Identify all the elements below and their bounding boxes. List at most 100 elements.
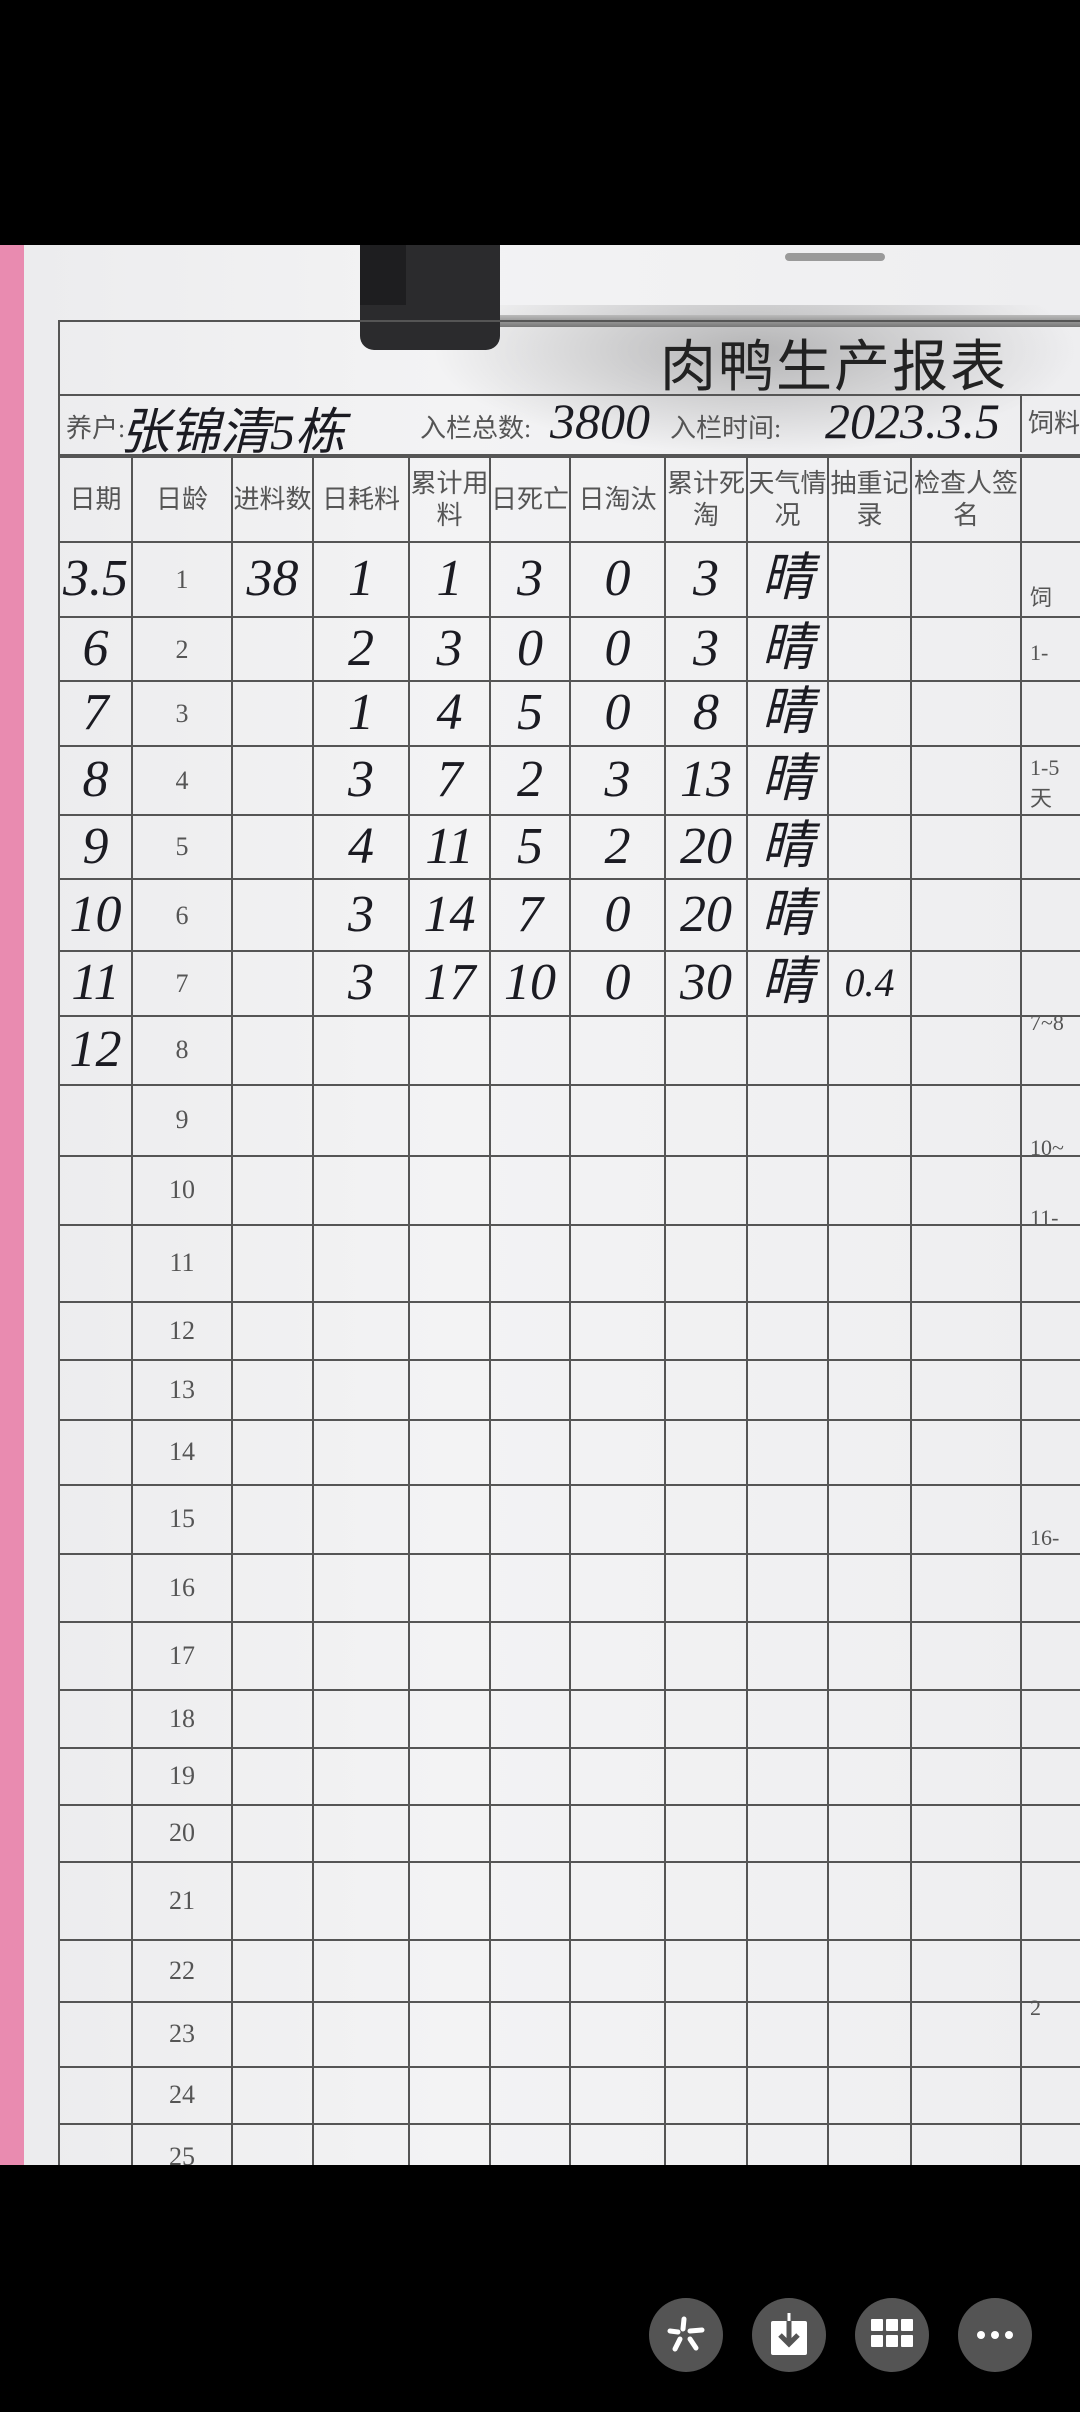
table-cell [569, 1223, 666, 1303]
table-cell [312, 1938, 410, 2003]
side-note: 10~ [1030, 1135, 1064, 1160]
handwritten-value: 晴 [761, 817, 814, 875]
handwritten-value: 1 [436, 550, 463, 608]
table-cell [408, 1154, 491, 1226]
table-cell [746, 1083, 829, 1157]
table-cell [569, 1014, 666, 1086]
table-row: 13 [58, 1358, 1080, 1421]
table-cell [231, 1938, 314, 2003]
table-cell: 24 [131, 2065, 233, 2125]
table-cell: 13 [664, 744, 748, 816]
table-cell [827, 813, 912, 881]
table-cell: 8 [131, 1014, 233, 1086]
handwritten-value: 7 [82, 684, 109, 742]
table-cell [312, 1154, 410, 1226]
table-cell [746, 2122, 829, 2165]
table-cell [58, 1688, 133, 1749]
table-cell: 4 [312, 813, 410, 881]
table-cell [312, 2122, 410, 2165]
handwritten-value: 2 [604, 817, 631, 875]
table-cell [569, 1803, 666, 1863]
side-column [1020, 1300, 1080, 1361]
photo-viewer-image[interactable]: 肉鸭生产报表 养户: 张锦清5栋 入栏总数: 3800 入栏时间: 2023.3… [0, 245, 1080, 2165]
table-cell [408, 1223, 491, 1303]
handwritten-value: 11 [425, 817, 474, 875]
table-cell [408, 2065, 491, 2125]
pink-background [0, 245, 24, 2165]
production-report-form: 肉鸭生产报表 养户: 张锦清5栋 入栏总数: 3800 入栏时间: 2023.3… [58, 320, 1080, 2165]
table-row: 10 6 3 14 7 0 20 晴 [58, 878, 1080, 953]
side-column [1020, 1803, 1080, 1863]
table-cell: 18 [131, 1688, 233, 1749]
table-cell: 7 [408, 744, 491, 816]
table-cell [231, 744, 314, 816]
table-cell [746, 1014, 829, 1086]
table-cell: 38 [231, 541, 314, 618]
table-cell [408, 1358, 491, 1421]
handwritten-value: 8 [693, 684, 719, 742]
side-column [1020, 744, 1080, 816]
table-cell: 17 [131, 1620, 233, 1691]
table-cell: 20 [664, 813, 748, 881]
table-cell [569, 1154, 666, 1226]
table-cell: 21 [131, 1860, 233, 1941]
handwritten-value: 晴 [761, 954, 814, 1012]
table-cell [312, 1746, 410, 1806]
handwritten-value: 2 [517, 751, 543, 809]
table-cell [827, 1300, 912, 1361]
save-button[interactable] [752, 2298, 826, 2372]
table-row: 25 [58, 2122, 1080, 2165]
table-cell [312, 1014, 410, 1086]
table-cell: 3 [408, 615, 491, 683]
table-cell: 0 [569, 541, 666, 618]
table-cell: 10 [58, 878, 133, 953]
table-cell: 4 [408, 680, 491, 747]
handwritten-value: 38 [246, 550, 299, 608]
column-header: 累计用料 [408, 456, 491, 543]
table-cell [489, 1223, 571, 1303]
table-cell [489, 1552, 571, 1623]
handwritten-value: 晴 [761, 885, 814, 943]
table-cell: 22 [131, 1938, 233, 2003]
table-cell [910, 1483, 1022, 1555]
handwritten-value: 7 [517, 885, 543, 943]
table-cell [664, 2122, 748, 2165]
table-cell [746, 1358, 829, 1421]
header-row: 日期 日龄 进料数 日耗料 累计用料 日死亡 日淘汰 累计死淘 天气情况 抽重记录 检查人签名 [58, 456, 1080, 543]
table-cell [312, 1418, 410, 1486]
enhance-button[interactable] [649, 2298, 723, 2372]
more-button[interactable] [958, 2298, 1032, 2372]
handwritten-value: 20 [680, 885, 732, 943]
handwritten-value: 7 [436, 751, 463, 809]
table-cell [827, 1154, 912, 1226]
table-cell: 晴 [746, 950, 829, 1017]
table-cell [58, 1418, 133, 1486]
handwritten-value: 13 [680, 751, 732, 809]
table-cell: 晴 [746, 541, 829, 618]
table-cell: 30 [664, 950, 748, 1017]
table-cell [408, 1803, 491, 1863]
table-row: 12 [58, 1300, 1080, 1361]
table-cell [910, 2122, 1022, 2165]
table-cell: 0.4 [827, 950, 912, 1017]
total-label: 入栏总数: [420, 414, 532, 443]
table-cell: 0 [569, 950, 666, 1017]
table-cell [58, 2065, 133, 2125]
table-cell [827, 1083, 912, 1157]
handwritten-value: 0 [604, 954, 631, 1012]
column-header: 日耗料 [312, 456, 410, 543]
table-cell: 7 [58, 680, 133, 747]
table-cell [58, 1300, 133, 1361]
handwritten-value: 4 [436, 684, 463, 742]
table-cell: 3 [664, 615, 748, 683]
table-row: 20 [58, 1803, 1080, 1863]
column-header: 日期 [58, 456, 133, 543]
side-column [1020, 2000, 1080, 2068]
handwritten-value: 5 [517, 817, 543, 875]
table-cell [489, 1860, 571, 1941]
grid-button[interactable] [855, 2298, 929, 2372]
side-column [1020, 1014, 1080, 1086]
table-cell: 0 [569, 878, 666, 953]
table-cell [58, 1223, 133, 1303]
table-cell: 3 [131, 680, 233, 747]
